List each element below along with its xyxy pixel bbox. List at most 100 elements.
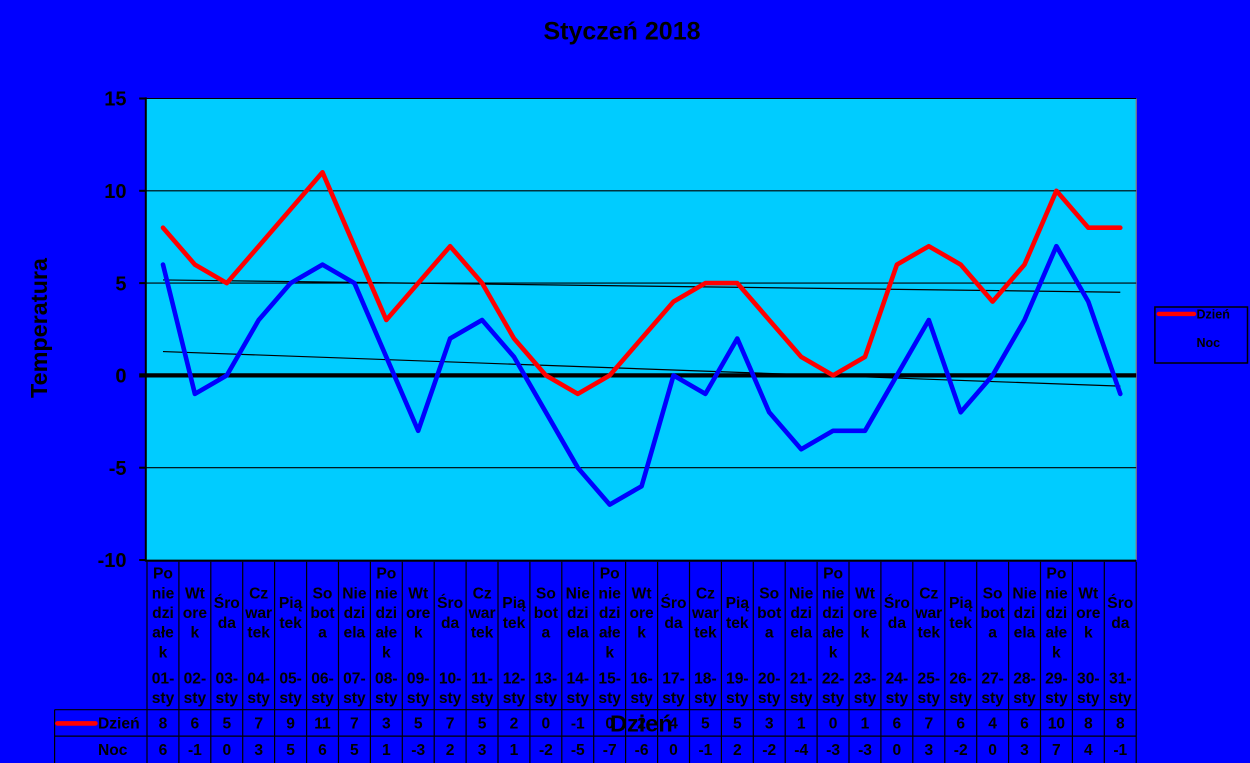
svg-text:sty: sty: [1013, 690, 1036, 707]
svg-text:15: 15: [104, 89, 126, 111]
svg-text:So: So: [983, 585, 1003, 602]
svg-text:Po: Po: [600, 566, 620, 583]
svg-text:1: 1: [382, 742, 391, 759]
svg-text:7: 7: [1052, 742, 1061, 759]
svg-text:21-: 21-: [790, 671, 813, 688]
svg-text:tek: tek: [949, 615, 972, 632]
svg-text:Pią: Pią: [502, 595, 526, 612]
svg-text:4: 4: [1084, 742, 1093, 759]
svg-text:Wt: Wt: [408, 585, 428, 602]
svg-text:sty: sty: [535, 690, 558, 707]
svg-text:nie: nie: [1045, 585, 1068, 602]
svg-text:sty: sty: [184, 690, 207, 707]
svg-text:Nie: Nie: [789, 585, 814, 602]
svg-text:da: da: [441, 615, 460, 632]
svg-text:03-: 03-: [216, 671, 239, 688]
svg-text:1: 1: [510, 742, 519, 759]
svg-text:22-: 22-: [822, 671, 845, 688]
svg-text:k: k: [861, 625, 870, 642]
svg-text:01-: 01-: [152, 671, 175, 688]
svg-text:6: 6: [191, 716, 200, 733]
svg-text:ela: ela: [1014, 625, 1036, 642]
svg-text:dzi: dzi: [1014, 605, 1036, 622]
svg-text:05-: 05-: [279, 671, 302, 688]
svg-text:-5: -5: [571, 742, 585, 759]
svg-text:6: 6: [956, 716, 965, 733]
svg-text:sty: sty: [279, 690, 302, 707]
svg-text:ałe: ałe: [822, 625, 844, 642]
svg-text:war: war: [468, 605, 496, 622]
svg-text:nie: nie: [598, 585, 621, 602]
svg-text:3: 3: [765, 716, 774, 733]
svg-text:Dzień: Dzień: [610, 711, 673, 737]
svg-text:09-: 09-: [407, 671, 430, 688]
svg-text:Nie: Nie: [566, 585, 591, 602]
svg-text:tek: tek: [279, 615, 302, 632]
svg-text:dzi: dzi: [1046, 605, 1068, 622]
svg-text:Śro: Śro: [214, 593, 240, 612]
svg-text:5: 5: [286, 742, 295, 759]
svg-text:Pią: Pią: [949, 595, 973, 612]
svg-text:07-: 07-: [343, 671, 366, 688]
svg-text:5: 5: [350, 742, 359, 759]
svg-text:sty: sty: [758, 690, 781, 707]
svg-text:ore: ore: [853, 605, 878, 622]
svg-text:Pią: Pią: [279, 595, 303, 612]
svg-text:5: 5: [733, 716, 742, 733]
svg-text:04-: 04-: [247, 671, 270, 688]
svg-text:Po: Po: [153, 566, 173, 583]
svg-text:a: a: [318, 625, 327, 642]
svg-text:sty: sty: [1045, 690, 1068, 707]
svg-text:25-: 25-: [918, 671, 941, 688]
svg-text:bot: bot: [757, 605, 781, 622]
svg-text:k: k: [382, 644, 391, 661]
svg-text:bot: bot: [310, 605, 334, 622]
svg-text:So: So: [313, 585, 333, 602]
svg-text:ałe: ałe: [375, 625, 397, 642]
svg-text:k: k: [191, 625, 200, 642]
svg-text:2: 2: [637, 716, 646, 733]
svg-text:4: 4: [669, 716, 678, 733]
svg-text:tek: tek: [694, 625, 717, 642]
svg-text:a: a: [765, 625, 774, 642]
svg-text:Wt: Wt: [1078, 585, 1098, 602]
svg-text:29-: 29-: [1045, 671, 1068, 688]
svg-text:-1: -1: [571, 716, 585, 733]
svg-text:dzi: dzi: [375, 605, 397, 622]
svg-text:Cz: Cz: [696, 585, 715, 602]
svg-text:sty: sty: [790, 690, 813, 707]
svg-text:Styczeń 2018: Styczeń 2018: [543, 18, 700, 46]
svg-text:30-: 30-: [1077, 671, 1100, 688]
svg-text:sty: sty: [1077, 690, 1100, 707]
svg-text:7: 7: [350, 716, 359, 733]
svg-text:-2: -2: [954, 742, 968, 759]
svg-text:-1: -1: [698, 742, 712, 759]
svg-text:sty: sty: [216, 690, 239, 707]
svg-text:0: 0: [115, 366, 126, 388]
svg-text:31-: 31-: [1109, 671, 1132, 688]
svg-text:17-: 17-: [662, 671, 685, 688]
svg-text:Śro: Śro: [1107, 593, 1133, 612]
svg-text:Śro: Śro: [661, 593, 687, 612]
svg-text:15-: 15-: [598, 671, 621, 688]
svg-text:9: 9: [286, 716, 295, 733]
svg-text:5: 5: [478, 716, 487, 733]
svg-text:-7: -7: [603, 742, 617, 759]
svg-text:8: 8: [1116, 716, 1125, 733]
svg-text:Nie: Nie: [342, 585, 367, 602]
svg-text:0: 0: [542, 716, 551, 733]
svg-text:k: k: [159, 644, 168, 661]
svg-text:ałe: ałe: [152, 625, 174, 642]
svg-text:So: So: [536, 585, 556, 602]
svg-text:bot: bot: [534, 605, 558, 622]
svg-text:11-: 11-: [471, 671, 493, 688]
svg-text:5: 5: [701, 716, 710, 733]
svg-text:sty: sty: [247, 690, 270, 707]
svg-text:Śro: Śro: [884, 593, 910, 612]
svg-text:nie: nie: [822, 585, 845, 602]
svg-text:-3: -3: [826, 742, 840, 759]
svg-text:sty: sty: [918, 690, 941, 707]
svg-text:sty: sty: [343, 690, 366, 707]
svg-text:3: 3: [382, 716, 391, 733]
svg-text:18-: 18-: [694, 671, 717, 688]
